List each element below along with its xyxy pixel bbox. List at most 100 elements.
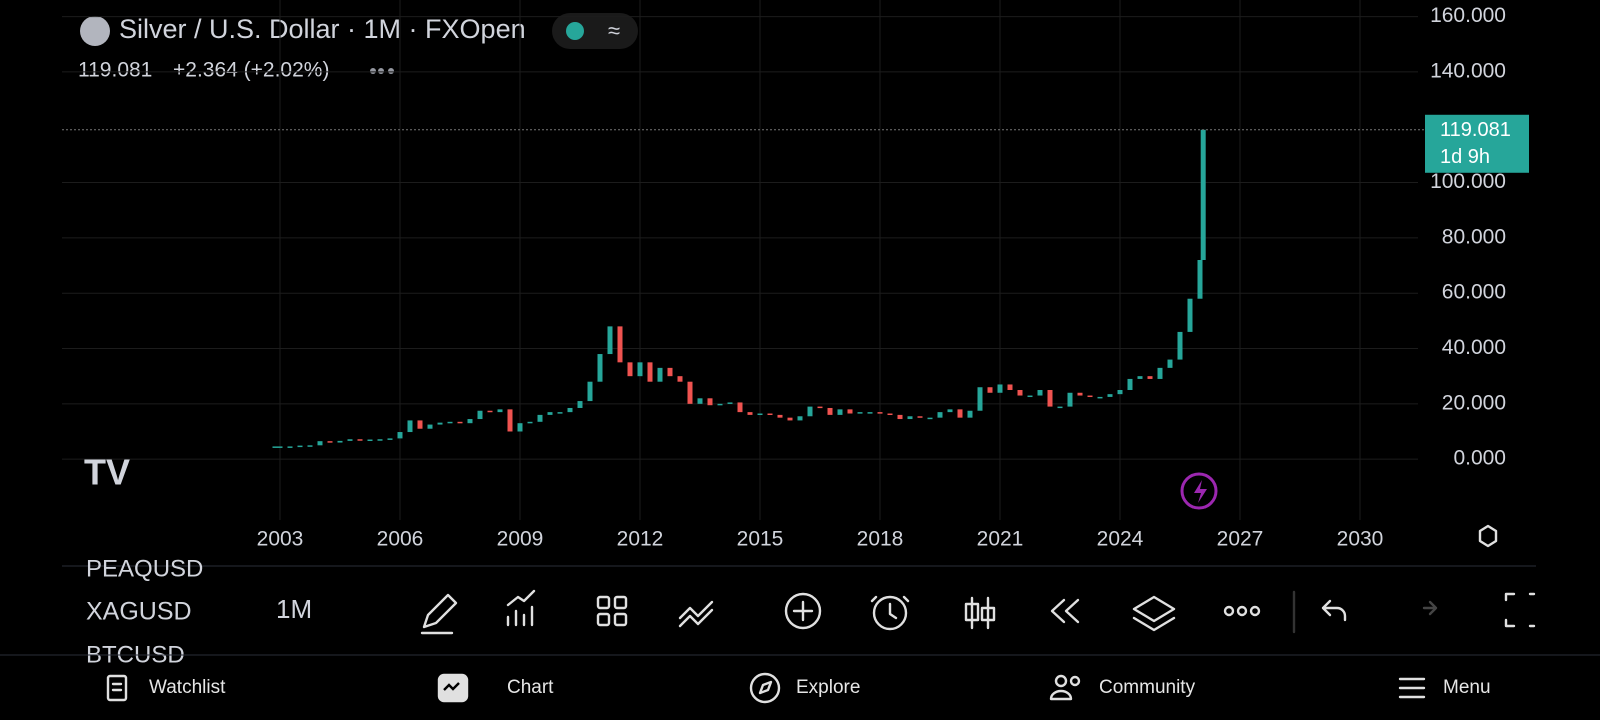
candle [297, 445, 303, 448]
candle [647, 362, 653, 382]
candle [1167, 359, 1173, 368]
candle [597, 354, 603, 382]
interval[interactable]: 1M [276, 594, 312, 624]
last-price: 119.081 [78, 59, 152, 82]
candle [567, 407, 573, 413]
candle [1157, 367, 1163, 379]
candle [737, 402, 743, 413]
candle [377, 439, 383, 441]
candle [447, 421, 453, 424]
candle [817, 406, 823, 409]
candle [1197, 260, 1203, 299]
candle [547, 412, 553, 415]
nav-icons [106, 672, 1426, 704]
symbol-current[interactable]: XAGUSD [86, 598, 192, 626]
candle [717, 403, 723, 406]
toolbar-icons[interactable] [420, 589, 1536, 635]
candle [1177, 331, 1183, 360]
y-tick-label: 60.000 [1442, 281, 1506, 304]
y-tick-label: 100.000 [1430, 170, 1506, 193]
candle [617, 326, 623, 363]
nav-item[interactable]: Menu [1443, 677, 1491, 698]
candle [637, 362, 643, 377]
candle [787, 417, 793, 421]
candle [477, 410, 483, 420]
candle [457, 421, 463, 424]
candle [897, 414, 903, 420]
delay-icon: ≈ [608, 18, 620, 43]
candle [527, 421, 533, 424]
x-tick-label: 2003 [257, 528, 304, 551]
nav-item[interactable]: Explore [796, 677, 860, 698]
y-tick-label: 20.000 [1442, 391, 1506, 414]
candle [277, 446, 283, 448]
candle [587, 381, 593, 402]
candle [1200, 129, 1206, 260]
x-tick-label: 2021 [977, 528, 1024, 551]
candle [927, 417, 933, 420]
candle [357, 439, 363, 441]
candle [757, 413, 763, 416]
candle [917, 416, 923, 418]
candle [317, 441, 323, 446]
candle [987, 387, 993, 393]
symbol-prev[interactable]: PEAQUSD [86, 555, 203, 582]
candle [417, 420, 423, 429]
candle [307, 445, 313, 447]
settings-icon[interactable] [1478, 524, 1498, 548]
candle [1027, 395, 1033, 398]
candle [387, 438, 393, 440]
candle [1137, 376, 1143, 379]
candle [797, 416, 803, 421]
nav-item[interactable]: Community [1099, 677, 1196, 698]
candle [437, 422, 443, 425]
candle [1107, 394, 1113, 397]
candle [1127, 378, 1133, 390]
price-tag-countdown: 1d 9h [1440, 146, 1490, 168]
nav-item[interactable]: Chart [507, 677, 554, 698]
candle [957, 409, 963, 418]
candle [407, 420, 413, 433]
x-tick-label: 2024 [1097, 528, 1144, 551]
candle [537, 414, 543, 422]
candle [1017, 390, 1023, 396]
symbol-logo [80, 16, 110, 46]
candle [657, 367, 663, 382]
candle [467, 419, 473, 424]
candle [1117, 390, 1123, 395]
candle [677, 376, 683, 382]
candle [1077, 392, 1083, 396]
plot: 0.000 20.000 40.000 60.000 80.000 100.000 140.… [62, 0, 1529, 551]
symbol-title[interactable]: Silver / U.S. Dollar · 1M · FXOpen [119, 14, 526, 44]
candle [707, 398, 713, 406]
candle [1037, 390, 1043, 396]
price-tag-value: 119.081 [1440, 119, 1511, 141]
candle [937, 412, 943, 418]
x-tick-label: 2012 [617, 528, 664, 551]
candle [517, 423, 523, 432]
x-tick-label: 2015 [737, 528, 784, 551]
x-tick-label: 2027 [1217, 528, 1264, 551]
candle [827, 407, 833, 415]
price-tag [1425, 114, 1529, 173]
candle [767, 413, 773, 416]
candle [627, 362, 633, 377]
flash-icon[interactable] [1180, 472, 1218, 510]
candle [667, 367, 673, 377]
candle [887, 413, 893, 416]
x-tick-label: 2009 [497, 528, 544, 551]
candle [727, 402, 733, 404]
price-change: +2.364 (+2.02%) [173, 59, 329, 82]
candle [1007, 384, 1013, 390]
candle [1187, 298, 1193, 332]
status-pill[interactable] [552, 13, 638, 49]
y-tick-label: 140.000 [1430, 59, 1506, 82]
y-tick-label: 40.000 [1442, 336, 1506, 359]
candle [967, 410, 973, 418]
more-dots[interactable] [370, 68, 394, 74]
nav-item[interactable]: Watchlist [149, 677, 226, 698]
candle [867, 412, 873, 414]
y-tick-label: 160.000 [1430, 4, 1506, 27]
